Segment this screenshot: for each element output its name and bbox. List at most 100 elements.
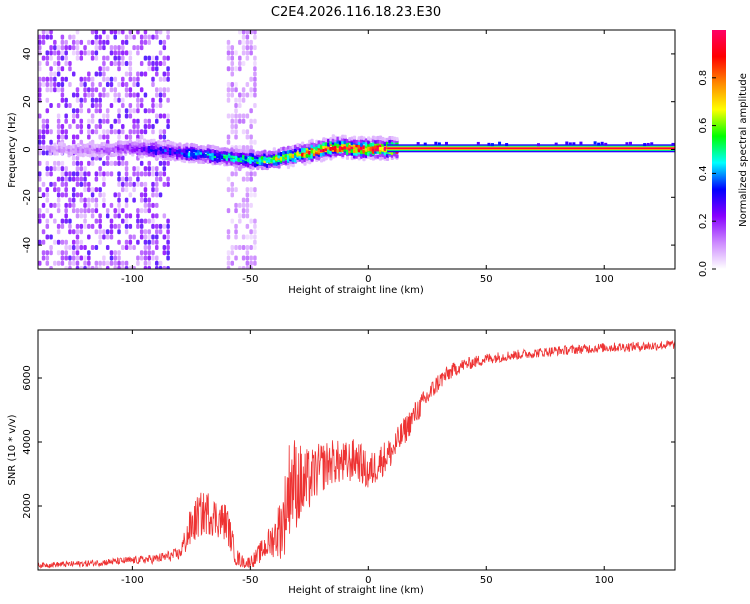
spectrogram-cell <box>75 87 80 93</box>
spectrogram-cell <box>245 39 250 45</box>
spectrogram-cell <box>71 45 76 51</box>
spectrogram-cell <box>64 50 68 56</box>
spectrogram-cell <box>226 134 231 140</box>
spectrogram-cell <box>238 118 242 124</box>
spectrogram-cell <box>136 171 140 177</box>
spectrogram-cell <box>155 234 159 240</box>
ridge-cell <box>76 142 81 147</box>
spectrogram-cell <box>75 108 80 114</box>
spectrogram-cell <box>230 66 235 72</box>
spectrogram-cell <box>253 187 257 193</box>
spectrogram-cell <box>132 187 136 193</box>
spectrogram-cell <box>87 171 91 177</box>
spectrogram-cell <box>60 192 65 198</box>
spectrogram-cell <box>71 139 76 145</box>
spectrogram-cell <box>75 92 80 98</box>
spectrogram-cell <box>253 92 257 98</box>
spectrogram-cell <box>64 129 68 135</box>
spectrogram-cell <box>109 218 114 224</box>
spectrogram-cell <box>98 97 102 103</box>
spectrogram-cell <box>75 55 80 61</box>
spectrogram-cell <box>245 145 250 151</box>
spectrogram-cell <box>158 176 163 182</box>
spectrogram-cell <box>87 234 91 240</box>
spectrogram-cell <box>53 160 57 166</box>
spectrogram-cell <box>75 229 80 235</box>
spectrogram-cell <box>230 218 235 224</box>
spectrogram-cell <box>234 129 238 135</box>
spectrogram-cell <box>94 229 99 235</box>
spectrogram-cell <box>226 139 231 145</box>
spectrogram-cell <box>83 45 87 51</box>
ridge-cell <box>286 164 291 169</box>
spectrogram-cell <box>121 60 125 66</box>
spectrogram-cell <box>94 30 99 35</box>
spectrogram-cell <box>45 223 50 229</box>
spectrogram-cell <box>64 97 68 103</box>
spectrogram-y-axis-label: Frequency (Hz) <box>7 112 18 188</box>
spectrogram-cell <box>83 255 87 261</box>
spectrogram-cell <box>128 66 133 72</box>
spectrogram-cell <box>155 213 159 219</box>
spectrogram-cell <box>75 155 80 161</box>
spectrogram-cell <box>113 30 117 35</box>
spectrogram-cell <box>147 34 151 40</box>
spectrogram-cell <box>147 229 151 235</box>
spectrogram-cell <box>71 108 76 114</box>
carrier-speck <box>646 142 650 146</box>
spectrogram-cell <box>121 124 125 130</box>
spectrogram-cell <box>158 129 163 135</box>
spectrogram-cell <box>162 39 167 45</box>
spectrogram-cell <box>139 103 144 109</box>
spectrogram-cell <box>117 202 121 208</box>
spectrogram-cell <box>56 45 61 51</box>
spectrogram-cell <box>245 244 250 250</box>
spectrogram-cell <box>121 218 125 224</box>
spectrogram-cell <box>139 197 144 203</box>
ridge-cell <box>100 153 104 158</box>
spectrogram-cell <box>166 76 170 82</box>
spectrogram-cell <box>132 34 136 40</box>
spectrogram-cell <box>41 145 46 151</box>
spectrogram-cell <box>121 266 125 269</box>
spectrogram-cell <box>38 76 42 82</box>
spectrogram-cell <box>158 223 163 229</box>
spectrogram-cell <box>71 229 76 235</box>
spectrogram-cell <box>56 160 61 166</box>
spectrogram-cell <box>147 55 151 61</box>
spectrogram-cell <box>128 34 133 40</box>
snr-y-axis: 2000 4000 6000 <box>22 365 675 519</box>
spectrogram-cell <box>64 239 68 245</box>
spectrogram-cell <box>166 234 170 240</box>
spectrogram-cell <box>41 192 46 198</box>
spectrogram-cell <box>128 103 133 109</box>
spectrogram-cell <box>245 50 250 56</box>
spectrogram-cell <box>253 45 257 51</box>
spectrogram-cell <box>113 266 117 269</box>
spectrogram-cell <box>230 118 235 124</box>
spectrogram-cell <box>49 30 53 35</box>
carrier-speck <box>625 142 629 146</box>
spectrogram-cell <box>49 202 53 208</box>
spectrogram-cell <box>121 176 125 182</box>
spectrogram-cell <box>226 176 231 182</box>
spectrogram-cell <box>109 81 114 87</box>
spectrogram-cell <box>241 213 246 219</box>
spectrogram-cell <box>151 181 155 187</box>
spectrogram-cell <box>105 208 110 214</box>
spectrogram-cell <box>147 234 151 240</box>
spectrogram-cell <box>226 229 231 235</box>
spectrogram-cell <box>238 30 242 35</box>
spectrogram-cell <box>87 87 91 93</box>
spectrogram-cell <box>245 171 250 177</box>
spectrogram-cell <box>105 66 110 72</box>
spectrogram-cell <box>147 208 151 214</box>
spectrogram-cell <box>230 92 235 98</box>
carrier-speck <box>593 141 597 145</box>
spectrogram-cell <box>94 87 99 93</box>
spectrogram-cell <box>166 176 170 182</box>
spectrogram-cell <box>105 171 110 177</box>
spectrogram-cell <box>151 108 155 114</box>
spectrogram-cell <box>41 129 46 135</box>
spectrogram-cell <box>102 192 106 198</box>
